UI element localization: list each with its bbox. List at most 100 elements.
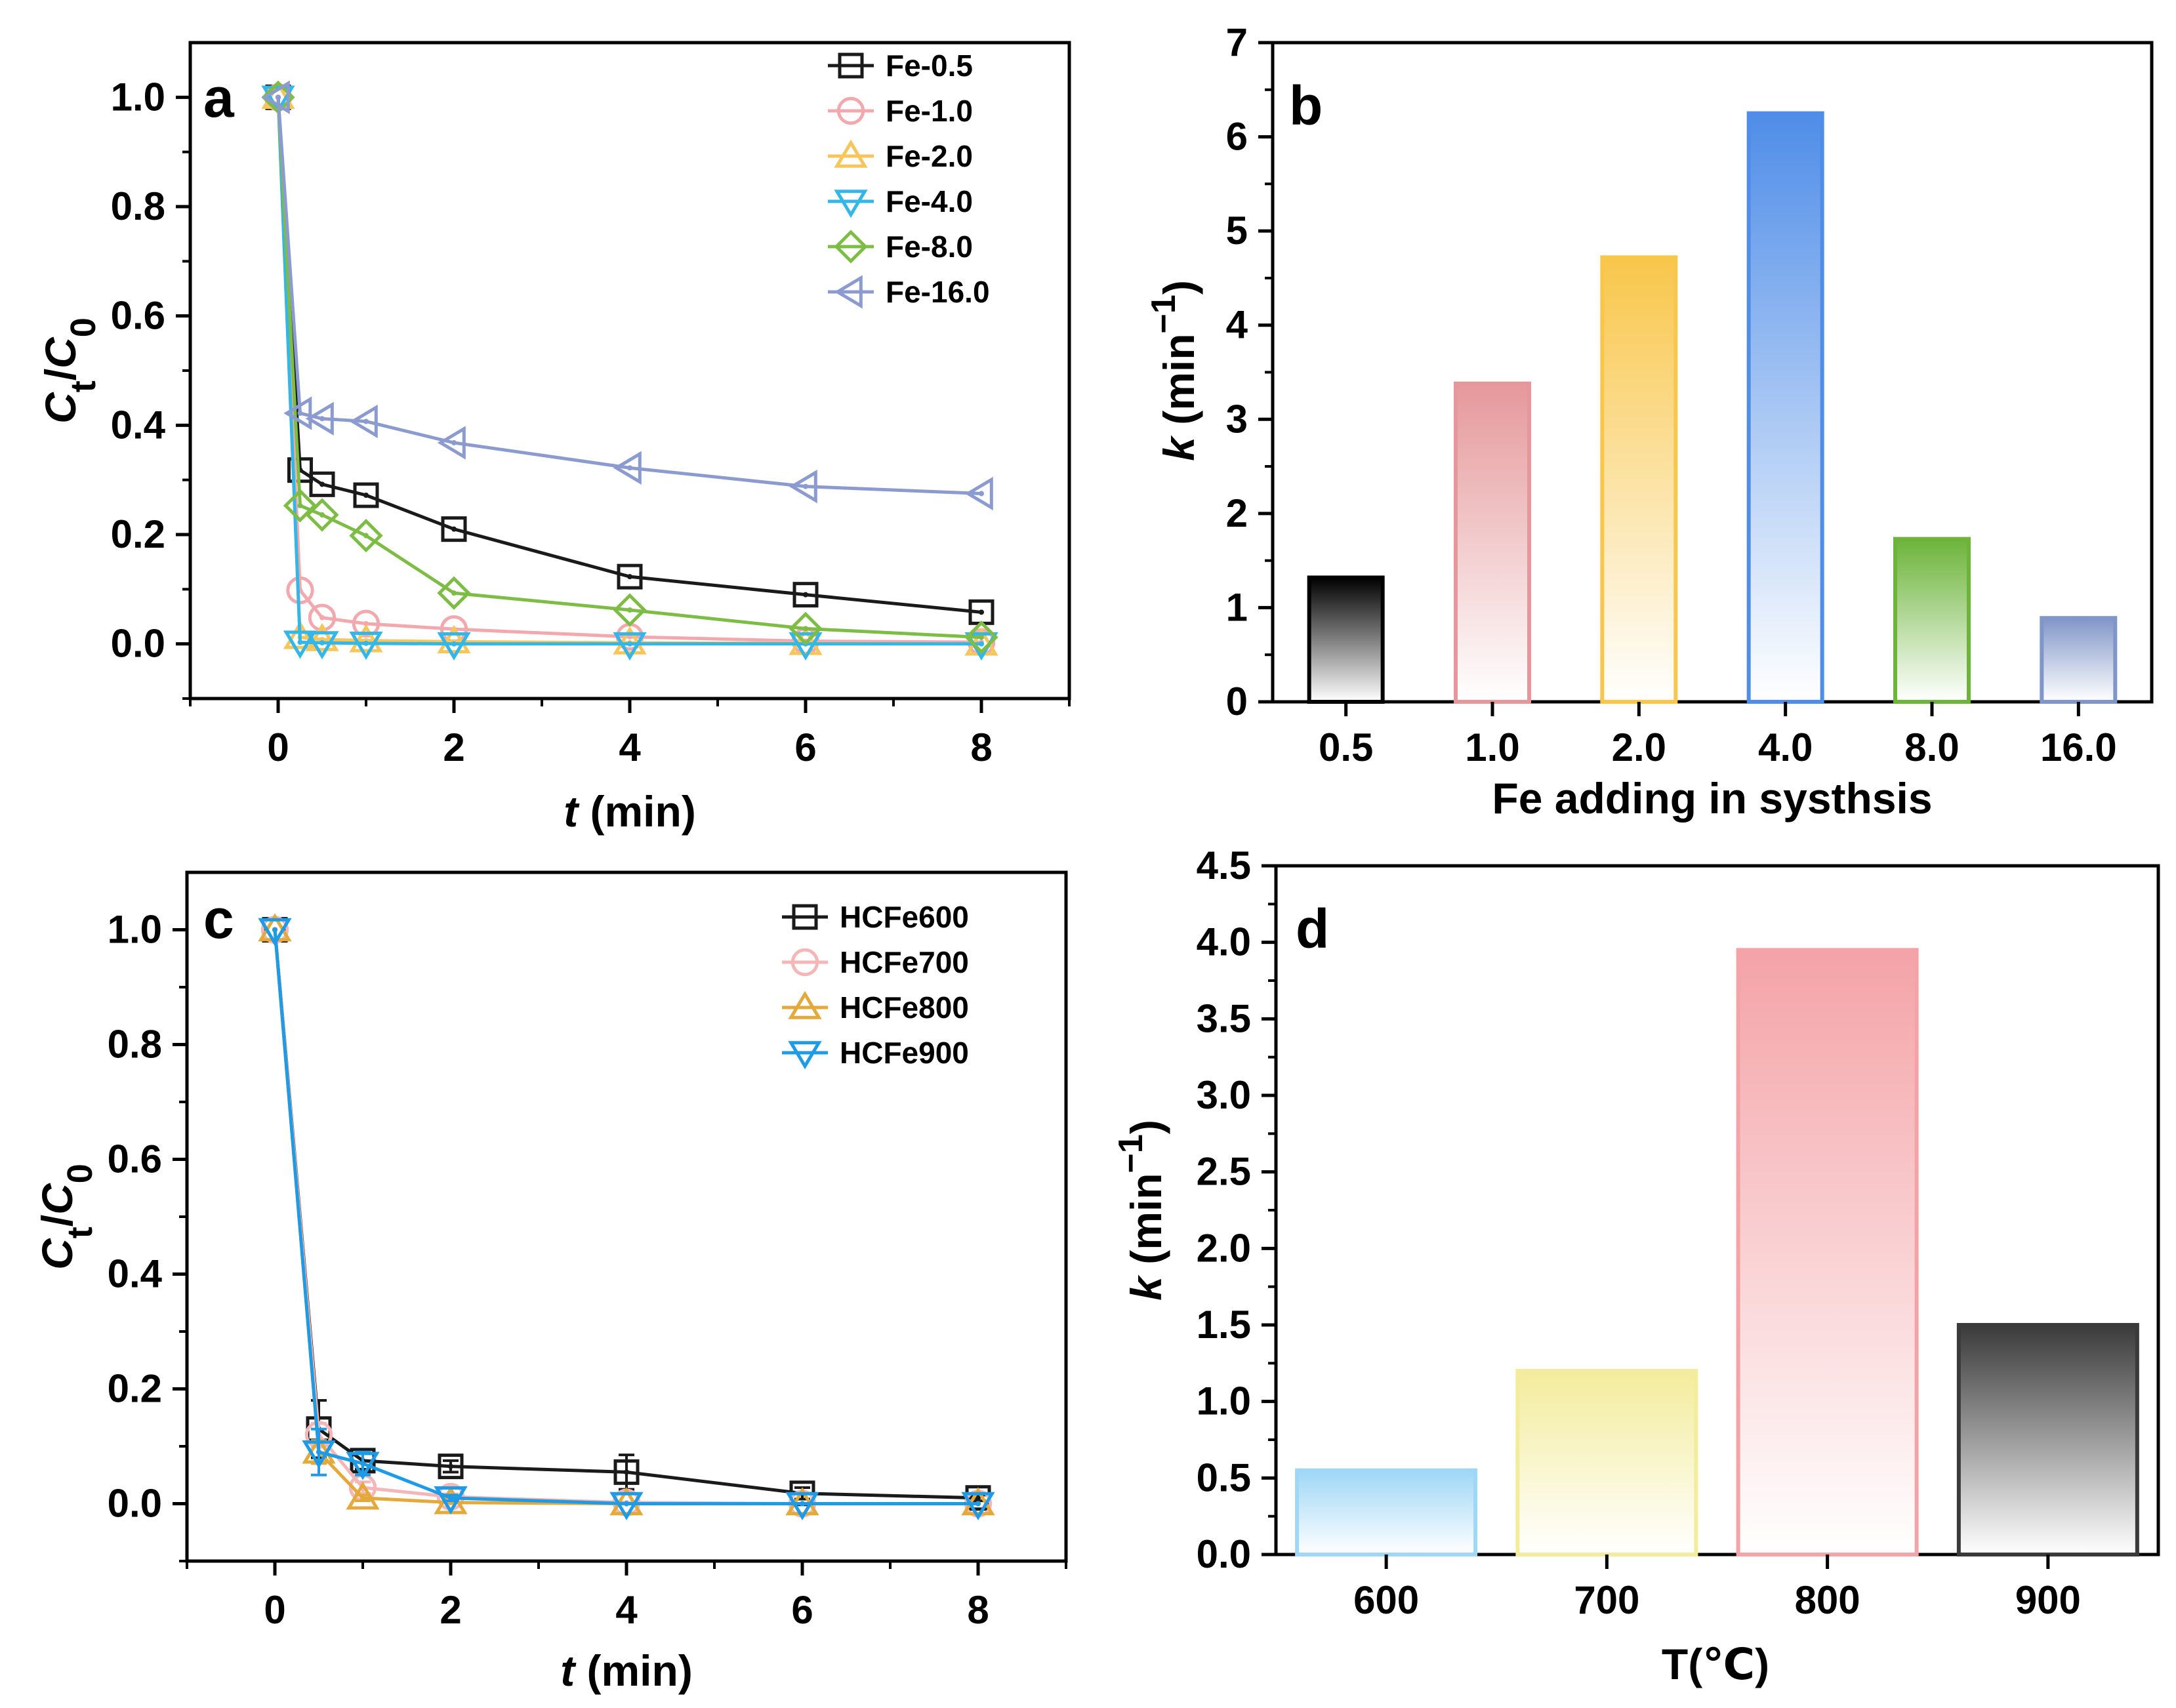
series-line <box>276 97 982 640</box>
data-point-center <box>624 1501 629 1507</box>
panel-b-y-ticks: 0 1 2 3 4 5 6 7 <box>1226 20 1273 723</box>
data-point-center <box>448 1463 453 1469</box>
x-tick-label: 2.0 <box>1612 725 1666 769</box>
y-tick-label: 0.8 <box>108 1023 162 1067</box>
y-tick-label: 3 <box>1226 397 1248 441</box>
panel-b-plot-frame <box>1271 41 2154 704</box>
panel-b-letter: b <box>1289 75 1323 136</box>
x-tick-label: 1.0 <box>1465 725 1519 769</box>
data-point-center <box>319 481 325 487</box>
data-point-center <box>979 491 984 497</box>
x-tick-label: 16.0 <box>2040 725 2117 769</box>
y-tick-label: 6 <box>1226 115 1248 159</box>
data-point-center <box>627 465 632 471</box>
series-line <box>276 97 982 495</box>
x-tick-label: 6 <box>791 1588 813 1632</box>
data-point <box>308 603 337 632</box>
panel-d-bar-chart: 0.0 0.5 1.0 1.5 2.0 2.5 3.0 3.5 4.0 4.5 600 700 800… <box>1112 844 2160 1688</box>
series-line <box>276 97 982 614</box>
data-point <box>437 576 471 610</box>
panel-a-x-ticks: 0 2 4 6 8 <box>189 699 1071 769</box>
data-point-center <box>360 1495 365 1501</box>
y-tick-label: 7 <box>1226 20 1248 64</box>
data-point-center <box>975 1501 981 1507</box>
legend-label: HCFe600 <box>840 900 969 934</box>
y-tick-label: 0.0 <box>111 622 165 666</box>
x-tick-label: 900 <box>2015 1578 2081 1622</box>
x-tick-label: 8 <box>970 725 992 769</box>
data-point <box>789 632 823 661</box>
y-tick-label: 0.0 <box>1197 1532 1251 1576</box>
data-point <box>609 1492 644 1520</box>
panel-a-series-group <box>261 80 998 661</box>
x-tick-label: 2 <box>440 1588 461 1632</box>
series-fe-4-0 <box>261 85 998 661</box>
data-point-center <box>803 483 808 489</box>
data-point-center <box>451 526 457 532</box>
data-point-center <box>627 607 632 613</box>
data-point <box>305 631 339 660</box>
y-tick-label: 0.2 <box>111 512 165 556</box>
data-point-center <box>363 493 369 498</box>
y-tick-label: 2.0 <box>1197 1226 1251 1270</box>
data-point-center <box>800 1501 805 1507</box>
data-point-center <box>975 1495 981 1501</box>
legend-marker <box>834 230 868 264</box>
panel-b-x-axis-title: Fe adding in systhsis <box>1492 774 1932 823</box>
data-point-center <box>363 533 369 539</box>
legend-marker <box>788 990 822 1019</box>
x-tick-label: 0.5 <box>1319 725 1373 769</box>
panel-c-x-axis-title: t (min) <box>560 1646 693 1695</box>
legend-marker <box>790 948 819 977</box>
data-point <box>961 1492 995 1520</box>
legend-label: Fe-2.0 <box>886 139 973 173</box>
legend-marker <box>834 190 868 218</box>
panel-d-x-axis-title: T(℃) <box>1662 1640 1769 1688</box>
data-point-center <box>319 416 325 422</box>
panel-c-series-group <box>258 913 995 1520</box>
data-point <box>283 620 318 649</box>
panel-a-y-ticks: 0.0 0.2 0.4 0.6 0.8 1.0 <box>111 75 190 700</box>
data-point-center <box>297 502 303 508</box>
data-point-center <box>363 640 369 646</box>
y-tick-label: 1.0 <box>108 908 162 952</box>
panel-b-bars: 0.5 1.0 2.0 4.0 8.0 16.0 <box>1307 111 2118 769</box>
data-point <box>613 451 642 485</box>
data-point-center <box>624 1469 629 1475</box>
data-point-center <box>451 641 457 647</box>
data-point-center <box>448 1495 453 1501</box>
panel-b-y-axis-title: k (min−1) <box>1145 280 1203 461</box>
y-tick-label: 1.0 <box>111 75 165 119</box>
data-point-center <box>360 1461 365 1467</box>
series-fe-8-0 <box>261 80 998 655</box>
data-point-center <box>276 94 281 100</box>
x-tick-label: 4 <box>615 1588 638 1632</box>
y-tick-label: 4 <box>1226 303 1248 347</box>
data-point <box>964 476 993 511</box>
bar-700 <box>1515 1369 1698 1556</box>
data-point <box>349 632 383 661</box>
data-point <box>789 611 823 645</box>
data-point <box>352 609 380 638</box>
legend-label: Fe-4.0 <box>886 184 973 218</box>
panel-c-letter: c <box>203 888 234 950</box>
y-tick-label: 3.5 <box>1197 996 1251 1040</box>
data-point-center <box>979 609 984 615</box>
data-point-center <box>363 620 369 626</box>
panel-c-legend: HCFe600 HCFe700 HCFe800 HCFe900 <box>782 900 969 1070</box>
data-point <box>258 918 292 946</box>
series-fe-16-0 <box>261 80 993 511</box>
x-tick-label: 8.0 <box>1904 725 1959 769</box>
legend-label: HCFe900 <box>840 1036 969 1070</box>
bar-800 <box>1736 948 1919 1557</box>
data-point-center <box>451 440 457 445</box>
legend-label: HCFe800 <box>840 990 969 1025</box>
x-tick-label: 6 <box>794 725 816 769</box>
y-tick-label: 4.5 <box>1197 844 1251 887</box>
data-point <box>305 622 339 651</box>
data-point <box>349 624 383 653</box>
panel-d-bars: 600 700 800 900 <box>1295 948 2139 1622</box>
panel-a-y-axis-title: Ct/C0 <box>36 317 103 424</box>
y-tick-label: 0.8 <box>111 184 165 228</box>
